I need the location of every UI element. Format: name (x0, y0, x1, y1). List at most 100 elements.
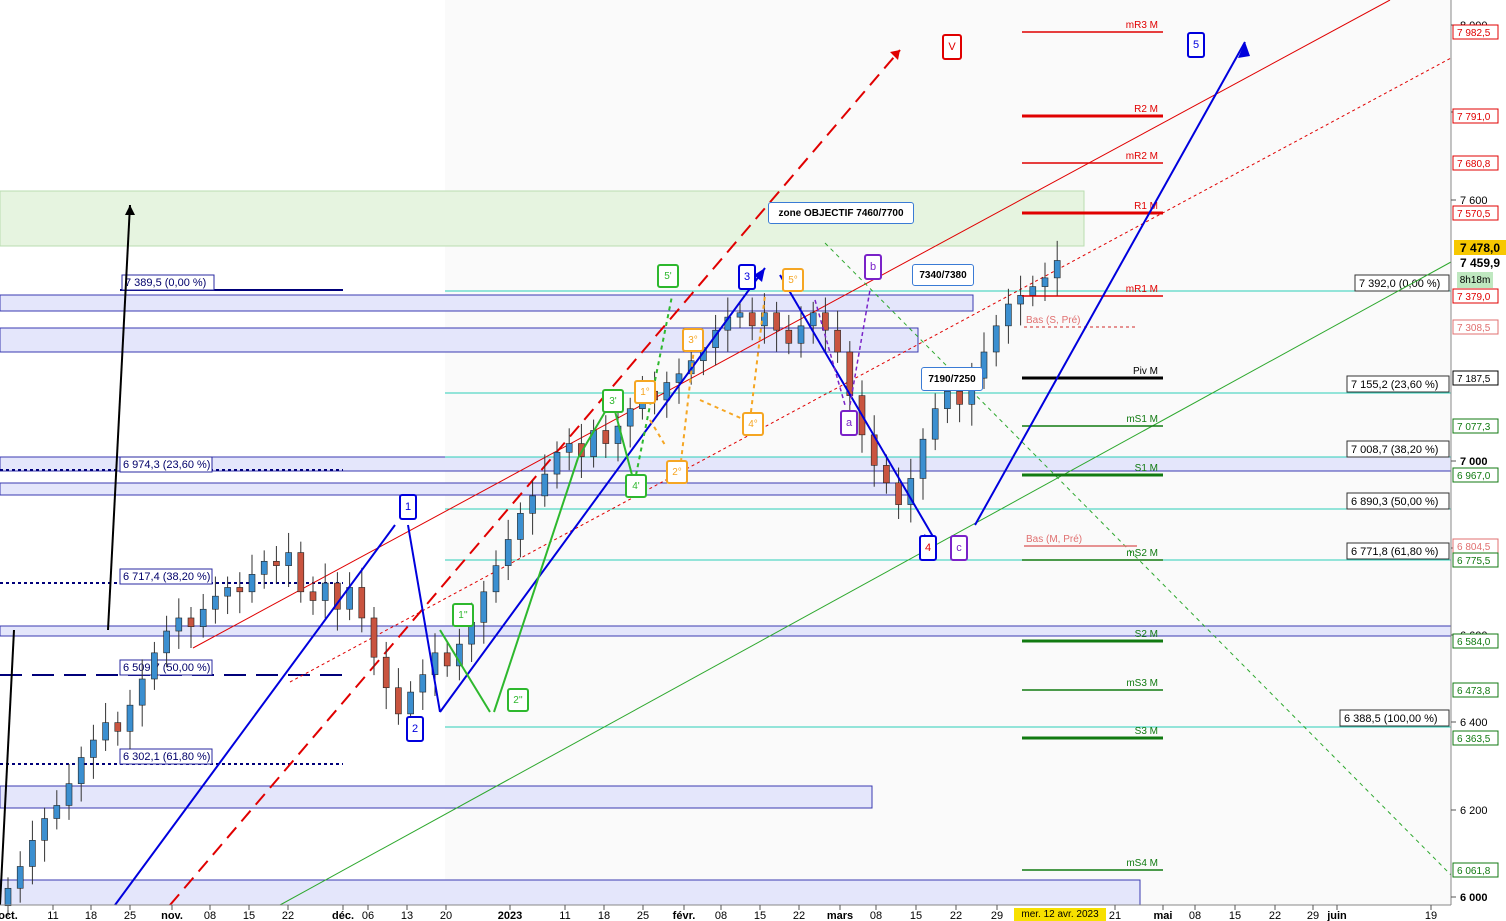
candle-body (834, 329, 841, 353)
candle-body (956, 390, 963, 405)
pivot-price-tags: 7 982,5 7 791,0 7 680,8 7 570,5 7 379,0 7 308… (1452, 24, 1499, 878)
candle-body (1029, 286, 1037, 296)
pivot-price-box (1452, 862, 1499, 878)
pivot-price-box (1452, 633, 1499, 649)
wave-purple-c: c (950, 535, 968, 561)
pivot-label: Bas (S, Pré) (1026, 315, 1080, 326)
zone-2 (0, 327, 919, 353)
candle-body (248, 574, 256, 593)
candle-body (578, 443, 585, 457)
candle-body (321, 582, 329, 601)
candle-body (260, 560, 268, 575)
pivot-label: S3 M (1135, 726, 1158, 737)
candle-body (1053, 260, 1061, 279)
pivot-label: mS3 M (1126, 678, 1158, 689)
candle-body (395, 687, 402, 715)
candle-body (529, 495, 536, 514)
pivot-price: 7 077,3 (1457, 422, 1491, 433)
pivot-label: Bas (M, Pré) (1026, 534, 1082, 545)
zone-4 (0, 482, 912, 496)
candle-body (236, 587, 244, 593)
x-tick-label: 08 (870, 910, 882, 921)
wave-green-5p: 5' (657, 264, 679, 288)
pivot-price-box (1452, 108, 1499, 124)
x-tick-label: déc. (332, 910, 354, 921)
fib-label: 6 974,3 (23,60 %) (123, 459, 210, 471)
x-tick-label: 18 (598, 910, 610, 921)
candle-body (382, 656, 390, 689)
candle-body (797, 325, 805, 344)
candle-body (358, 587, 366, 619)
wave-orange-1: 1° (634, 380, 656, 404)
fib-label-box (121, 274, 215, 291)
fib-label-box (119, 659, 213, 676)
candle-body (492, 565, 500, 593)
red-channel-lower (289, 57, 1452, 683)
candle-body (138, 678, 146, 706)
candle-body (187, 617, 195, 627)
candle-body (931, 408, 939, 440)
x-tick-label: mars (827, 910, 853, 921)
x-tick-label: 29 (1307, 910, 1319, 921)
x-tick-label: 15 (910, 910, 922, 921)
fib2-label-box (1354, 274, 1450, 292)
candle-body (212, 595, 219, 610)
fib2-label: 7 392,0 (0,00 %) (1359, 278, 1440, 290)
x-tick-label: 18 (85, 910, 97, 921)
green-channel (279, 261, 1452, 906)
x-tick-label: nov. (161, 910, 183, 921)
projection-area (445, 0, 1451, 905)
wave-orange-5: 5° (782, 268, 804, 292)
fib-label-box (119, 456, 213, 473)
pivot-label: R2 M (1134, 104, 1158, 115)
candle-body (16, 866, 24, 889)
x-tick-label: 22 (950, 910, 962, 921)
pivot-price: 7 379,0 (1457, 292, 1491, 303)
x-tick-label: 22 (793, 910, 805, 921)
pivot-price-box (1452, 370, 1499, 386)
fib-label: 6 509,7 (50,00 %) (123, 662, 210, 674)
y-tick-label: 7 600 (1460, 195, 1488, 207)
x-tick-label: 15 (1229, 910, 1241, 921)
pivot-price: 7 982,5 (1457, 28, 1491, 39)
candle-body (309, 591, 317, 601)
candles (4, 240, 1061, 917)
wave-orange-4: 4° (742, 412, 764, 436)
fib2-label-box (1346, 375, 1450, 393)
candle-body (419, 674, 427, 693)
pivot-price: 7 791,0 (1457, 112, 1491, 123)
candle-body (90, 739, 97, 758)
candle-body (663, 382, 671, 401)
candle-body (675, 373, 683, 383)
zone-7 (0, 879, 1141, 906)
fib2-label-box (1346, 492, 1450, 510)
fib-label: 6 302,1 (61,80 %) (123, 751, 210, 763)
pivot-price-box (1452, 205, 1499, 221)
red-dashed-projection (169, 49, 901, 906)
target-zone (0, 190, 1085, 247)
x-tick-label: 13 (401, 910, 413, 921)
fib2-label-box (1339, 709, 1450, 727)
fib2-label: 6 771,8 (61,80 %) (1351, 546, 1438, 558)
wave-green-2p: 2'' (507, 688, 529, 712)
candle-body (65, 783, 73, 806)
fib-label-box (119, 748, 213, 765)
candle-body (553, 451, 561, 475)
candle-body (517, 513, 524, 540)
pivot-label: S2 M (1135, 629, 1158, 640)
fib2-label-box (1346, 542, 1450, 560)
candle-body (785, 329, 793, 344)
wave-purple-b: b (864, 254, 882, 280)
y-tick-label: 6 400 (1460, 717, 1488, 729)
x-tick-label: oct. (0, 910, 18, 921)
candle-body (77, 757, 85, 784)
pivot-price: 6 473,8 (1457, 686, 1491, 697)
pivot-price: 7 570,5 (1457, 209, 1491, 220)
countdown-tag: 8h18m (1457, 272, 1493, 288)
candle-body (102, 722, 109, 741)
pivot-price: 6 967,0 (1457, 471, 1491, 482)
pivot-lines: mR3 M R2 M mR2 M R1 M mR1 M Bas (S, Pré) Piv M… (1022, 20, 1163, 871)
x-tick-label: juin (1326, 910, 1347, 921)
wave-green-4p: 4' (625, 474, 647, 498)
